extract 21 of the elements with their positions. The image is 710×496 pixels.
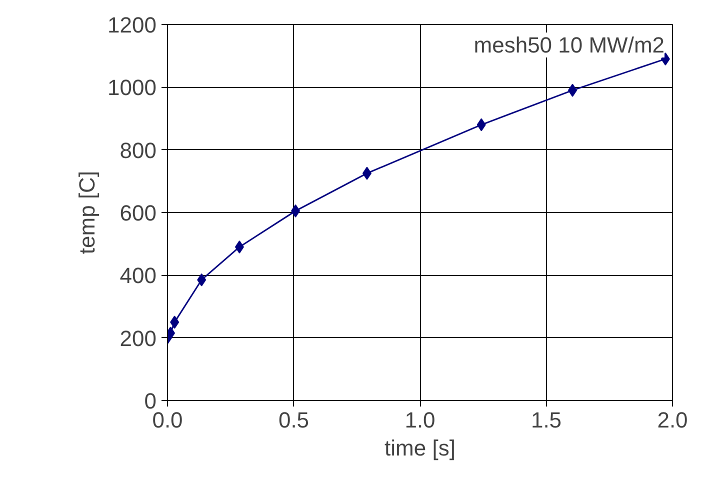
point bbox=[568, 84, 578, 97]
point bbox=[234, 240, 244, 254]
point bbox=[291, 204, 300, 218]
y-tick-label: 200 bbox=[120, 326, 157, 351]
point bbox=[170, 316, 180, 329]
y-axis-title: temp [C] bbox=[74, 170, 100, 254]
point bbox=[476, 118, 486, 132]
y-tick-label: 600 bbox=[120, 200, 157, 226]
x-tick-label: 2.0 bbox=[657, 408, 688, 432]
point bbox=[362, 166, 372, 180]
annotation: mesh50 10 MW/m2 bbox=[474, 32, 665, 58]
x-tick-label: 0.5 bbox=[278, 408, 310, 432]
y-tick-label: 1200 bbox=[108, 12, 157, 38]
y-tick-label: 1000 bbox=[108, 75, 157, 100]
y-tick-label: 800 bbox=[120, 138, 157, 163]
x-tick-label: 1.0 bbox=[404, 408, 436, 432]
point bbox=[660, 52, 670, 66]
y-tick-label: 400 bbox=[120, 263, 157, 288]
x-tick-label: 1.5 bbox=[530, 408, 562, 432]
point bbox=[197, 273, 206, 286]
x-axis-title: time [s] bbox=[384, 436, 456, 460]
